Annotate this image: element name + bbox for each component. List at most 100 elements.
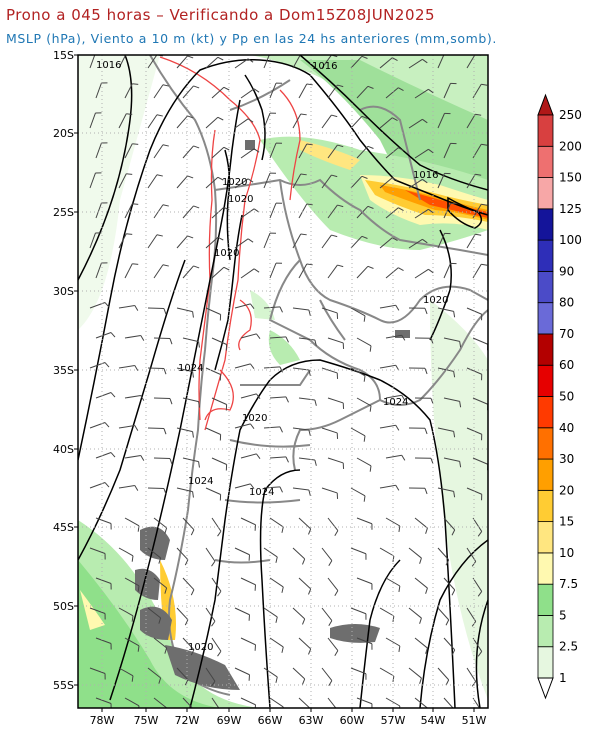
wind-barb [95, 202, 108, 219]
wind-barb [269, 517, 284, 533]
wind-barb [269, 336, 289, 343]
wind-barb [147, 667, 162, 684]
wind-barb [292, 427, 311, 436]
wind-barb [414, 637, 428, 654]
wind-barb [269, 202, 282, 219]
isobar-label: 1020 [228, 194, 253, 205]
wind-barb [153, 397, 173, 405]
country-borders [149, 55, 488, 696]
isobar-label: 1020 [188, 642, 213, 653]
wind-barb [118, 113, 133, 129]
colorbar-label: 15 [559, 515, 574, 529]
colorbar-label: 2.5 [559, 640, 578, 654]
wind-barb [205, 607, 216, 627]
wind-barb [205, 487, 222, 501]
wind-barb [443, 142, 457, 159]
wind-barb [437, 112, 451, 129]
wind-barb [356, 265, 374, 279]
wind-barb [153, 457, 173, 465]
wind-barb [263, 232, 276, 249]
colorbar-box [537, 364, 554, 397]
wind-barb [350, 55, 368, 69]
wind-barb [95, 262, 108, 279]
wind-barb [321, 487, 339, 499]
colorbar-label: 200 [559, 139, 582, 153]
wind-barb [350, 487, 366, 502]
wind-barbs [89, 55, 488, 708]
wind-barb [414, 88, 434, 99]
wind-barb [89, 607, 106, 620]
latitude-label: 30S [53, 285, 74, 298]
colorbar-label: 1 [559, 671, 567, 685]
wind-barb [269, 577, 284, 593]
wind-barb [124, 637, 140, 652]
longitude-label: 60W [340, 714, 365, 727]
wind-barb [269, 142, 282, 159]
wind-barb [240, 517, 256, 531]
wind-barb [327, 144, 344, 159]
wind-barb [443, 82, 457, 99]
wind-barb [118, 485, 139, 491]
wind-barb [379, 177, 398, 189]
wind-barb [327, 637, 339, 657]
wind-barb [234, 363, 255, 369]
wind-barb [408, 607, 422, 624]
wind-barb [211, 637, 222, 657]
colorbar-box [537, 583, 554, 616]
wind-barb [472, 637, 483, 657]
wind-barb [321, 114, 338, 129]
wind-barb [443, 262, 457, 279]
wind-barb [437, 307, 456, 318]
wind-barb [147, 487, 167, 495]
wind-barb [379, 237, 398, 249]
wind-barb [234, 423, 255, 429]
colorbar-box [537, 427, 554, 460]
colorbar-box [537, 615, 554, 648]
wind-barb [211, 206, 230, 219]
colorbar-bottom-arrow [537, 677, 554, 700]
wind-barb [118, 667, 134, 682]
wind-barb [205, 367, 222, 381]
wind-barb [298, 83, 313, 99]
wind-barb [89, 422, 110, 429]
wind-barb [240, 88, 260, 99]
wind-barb [211, 146, 230, 159]
wind-barb [350, 235, 368, 249]
isobar-label: 1024 [249, 487, 274, 498]
wind-barb [211, 577, 222, 597]
wind-barb [356, 577, 373, 590]
latitude-label: 50S [53, 600, 74, 613]
longitude-label: 63W [299, 714, 324, 727]
wind-barb [211, 517, 222, 537]
wind-barb [211, 86, 230, 99]
wind-barb [269, 456, 289, 463]
wind-barb [298, 697, 311, 708]
map-frame [77, 54, 489, 709]
wind-barb [408, 367, 428, 375]
wind-barb [414, 517, 428, 534]
isobar-label: 1024 [188, 476, 213, 487]
wind-barb [321, 607, 333, 627]
wind-barb [147, 307, 167, 315]
colorbar-label: 70 [559, 327, 574, 341]
colorbar-top-arrow [537, 93, 554, 116]
wind-barb [118, 365, 139, 371]
wind-barb [350, 427, 366, 442]
wind-barb [89, 302, 110, 309]
wind-barb [234, 178, 254, 189]
wind-barb [205, 116, 224, 129]
wind-barb [414, 457, 434, 465]
isobar-label: 1016 [413, 170, 438, 181]
wind-barb [408, 427, 428, 435]
wind-barb [321, 234, 338, 249]
wind-barb [118, 305, 139, 311]
wind-barb [118, 233, 133, 249]
wind-barb [466, 233, 482, 249]
wind-barb [205, 236, 224, 249]
wind-barb [327, 457, 345, 469]
wind-barb [240, 148, 260, 159]
wind-barb [292, 487, 311, 496]
wind-barb [95, 142, 108, 159]
wind-barb [356, 337, 372, 352]
wind-barb [472, 517, 483, 537]
